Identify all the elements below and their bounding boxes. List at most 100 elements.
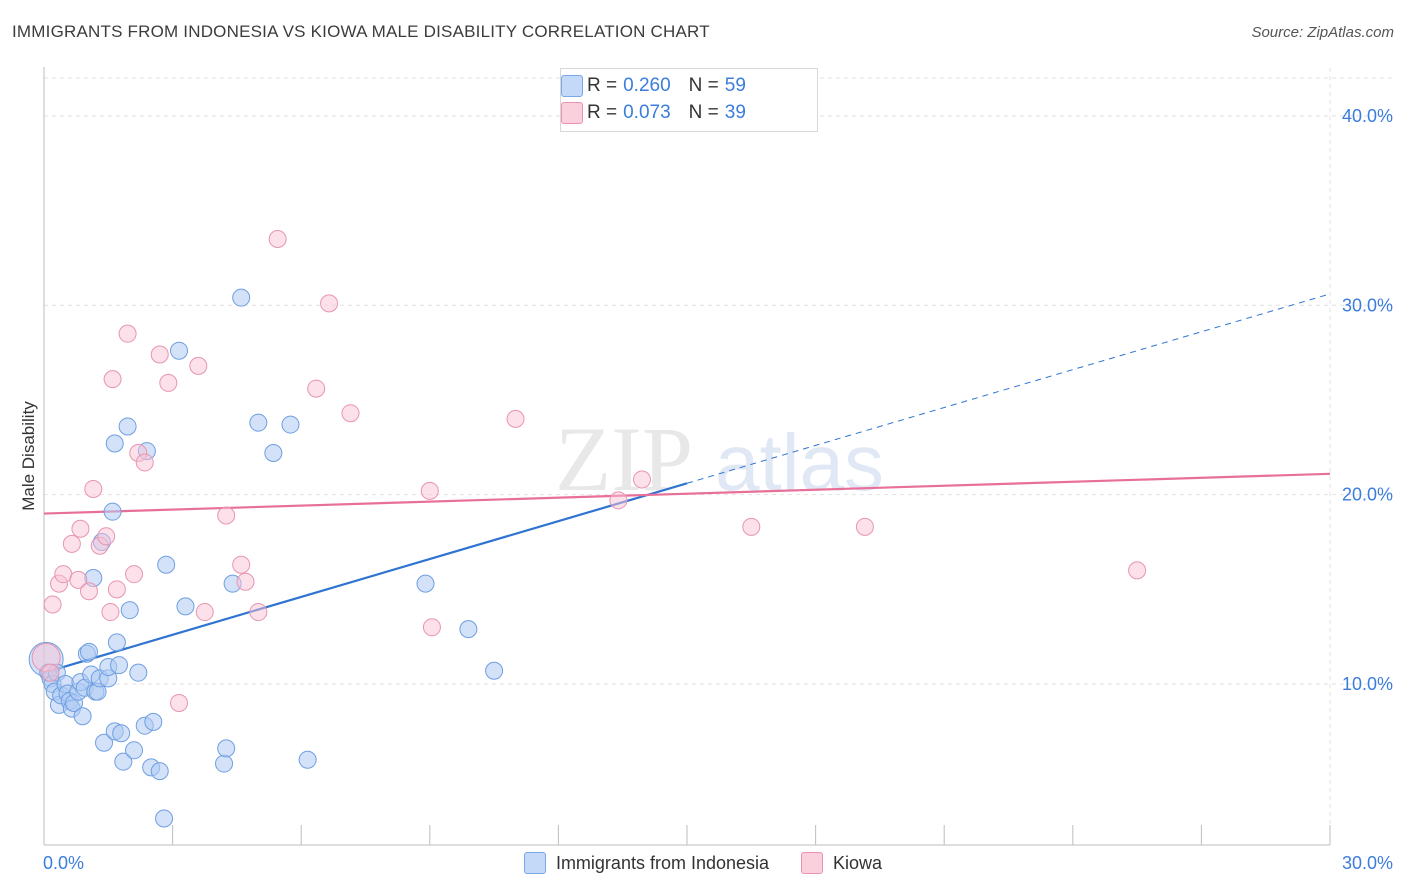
- point-indonesia: [95, 733, 114, 752]
- point-kiowa: [268, 229, 287, 248]
- n-value-indonesia: 59: [724, 75, 746, 96]
- point-kiowa: [125, 565, 144, 584]
- point-kiowa: [159, 373, 178, 392]
- y-tick-label: 40.0%: [1342, 106, 1393, 126]
- point-kiowa: [107, 580, 126, 599]
- point-indonesia: [157, 555, 176, 574]
- point-kiowa: [217, 506, 236, 525]
- point-kiowa: [195, 603, 214, 622]
- legend-swatch-indonesia: [523, 852, 546, 874]
- point-indonesia: [176, 597, 195, 616]
- point-indonesia: [103, 502, 122, 521]
- swatch-kiowa: [561, 102, 583, 124]
- r-value-kiowa: 0.073: [623, 102, 671, 123]
- point-indonesia: [298, 750, 317, 769]
- point-indonesia: [112, 724, 131, 743]
- stats-legend: R = 0.260 N = 59 R = 0.073 N = 39: [560, 68, 818, 132]
- point-indonesia: [144, 712, 163, 731]
- point-indonesia: [120, 601, 139, 620]
- chart-title: IMMIGRANTS FROM INDONESIA VS KIOWA MALE …: [12, 22, 710, 41]
- watermark: ZIP atlas: [555, 408, 884, 510]
- points-kiowa: [31, 229, 1147, 712]
- point-kiowa: [506, 409, 525, 428]
- point-indonesia: [459, 620, 478, 639]
- stats-row-kiowa: R = 0.073 N = 39: [561, 102, 746, 124]
- point-kiowa: [69, 570, 88, 589]
- point-kiowa: [84, 479, 103, 498]
- point-indonesia: [217, 739, 236, 758]
- source-label: Source: ZipAtlas.com: [1251, 24, 1394, 41]
- point-kiowa: [632, 470, 651, 489]
- point-kiowa: [62, 534, 81, 553]
- point-indonesia: [80, 642, 99, 661]
- point-indonesia: [105, 434, 124, 453]
- n-label: N =: [688, 102, 719, 123]
- y-axis-label: Male Disability: [19, 401, 38, 511]
- point-indonesia: [232, 288, 251, 307]
- point-kiowa: [341, 404, 360, 423]
- trend-line-indonesia-extrapolated: [686, 293, 1331, 484]
- point-kiowa: [1128, 561, 1147, 580]
- axes: [43, 67, 1331, 846]
- y-tick-label: 30.0%: [1342, 295, 1393, 315]
- r-label: R =: [587, 75, 618, 96]
- point-indonesia: [281, 415, 300, 434]
- point-indonesia: [73, 707, 92, 726]
- point-indonesia: [107, 633, 126, 652]
- point-kiowa: [43, 595, 62, 614]
- stats-row-indonesia: R = 0.260 N = 59: [561, 75, 746, 97]
- point-kiowa: [71, 519, 90, 538]
- legend-item-indonesia[interactable]: Immigrants from Indonesia: [523, 852, 770, 874]
- point-kiowa: [422, 618, 441, 637]
- point-indonesia: [155, 809, 174, 828]
- point-kiowa: [232, 555, 251, 574]
- point-kiowa: [236, 572, 255, 591]
- x-tick-label: 30.0%: [1342, 853, 1393, 873]
- gridlines: [44, 68, 1392, 845]
- legend-label-kiowa: Kiowa: [833, 852, 883, 873]
- point-kiowa: [189, 356, 208, 375]
- point-kiowa: [103, 370, 122, 389]
- tick-labels: 10.0% 20.0% 30.0% 40.0% 0.0% 30.0% Male Disabi…: [19, 106, 1393, 873]
- point-kiowa: [118, 324, 137, 343]
- point-kiowa: [54, 565, 73, 584]
- point-kiowa: [170, 693, 189, 712]
- point-kiowa: [420, 481, 439, 500]
- trend-line-kiowa: [43, 472, 1331, 515]
- point-kiowa: [249, 603, 268, 622]
- point-indonesia: [114, 752, 133, 771]
- legend-item-kiowa[interactable]: Kiowa: [801, 852, 882, 874]
- watermark-atlas: atlas: [715, 418, 884, 507]
- x-tick-label: 0.0%: [43, 853, 84, 873]
- point-kiowa: [135, 453, 154, 472]
- point-indonesia: [118, 417, 137, 436]
- n-label: N =: [688, 75, 719, 96]
- point-indonesia: [249, 413, 268, 432]
- r-value-indonesia: 0.260: [623, 75, 671, 96]
- point-kiowa: [609, 491, 628, 510]
- n-value-kiowa: 39: [724, 102, 746, 123]
- point-indonesia: [416, 574, 435, 593]
- point-kiowa: [307, 379, 326, 398]
- point-kiowa: [101, 603, 120, 622]
- legend-swatch-kiowa: [801, 852, 824, 874]
- point-kiowa: [855, 517, 874, 536]
- trend-lines: [43, 293, 1331, 674]
- point-indonesia: [485, 661, 504, 680]
- legend-label-indonesia: Immigrants from Indonesia: [555, 852, 770, 873]
- watermark-zip: ZIP: [555, 408, 693, 510]
- bottom-legend: Immigrants from Indonesia Kiowa: [0, 852, 1406, 874]
- point-kiowa: [150, 345, 169, 364]
- point-kiowa: [742, 517, 761, 536]
- point-indonesia: [264, 443, 283, 462]
- point-indonesia: [125, 741, 144, 760]
- y-tick-label: 10.0%: [1342, 674, 1393, 694]
- point-kiowa: [80, 582, 99, 601]
- point-kiowa: [97, 527, 116, 546]
- point-kiowa: [41, 663, 60, 682]
- point-indonesia: [170, 341, 189, 360]
- trend-line-indonesia: [43, 482, 688, 674]
- point-kiowa: [320, 294, 339, 313]
- y-tick-label: 20.0%: [1342, 485, 1393, 505]
